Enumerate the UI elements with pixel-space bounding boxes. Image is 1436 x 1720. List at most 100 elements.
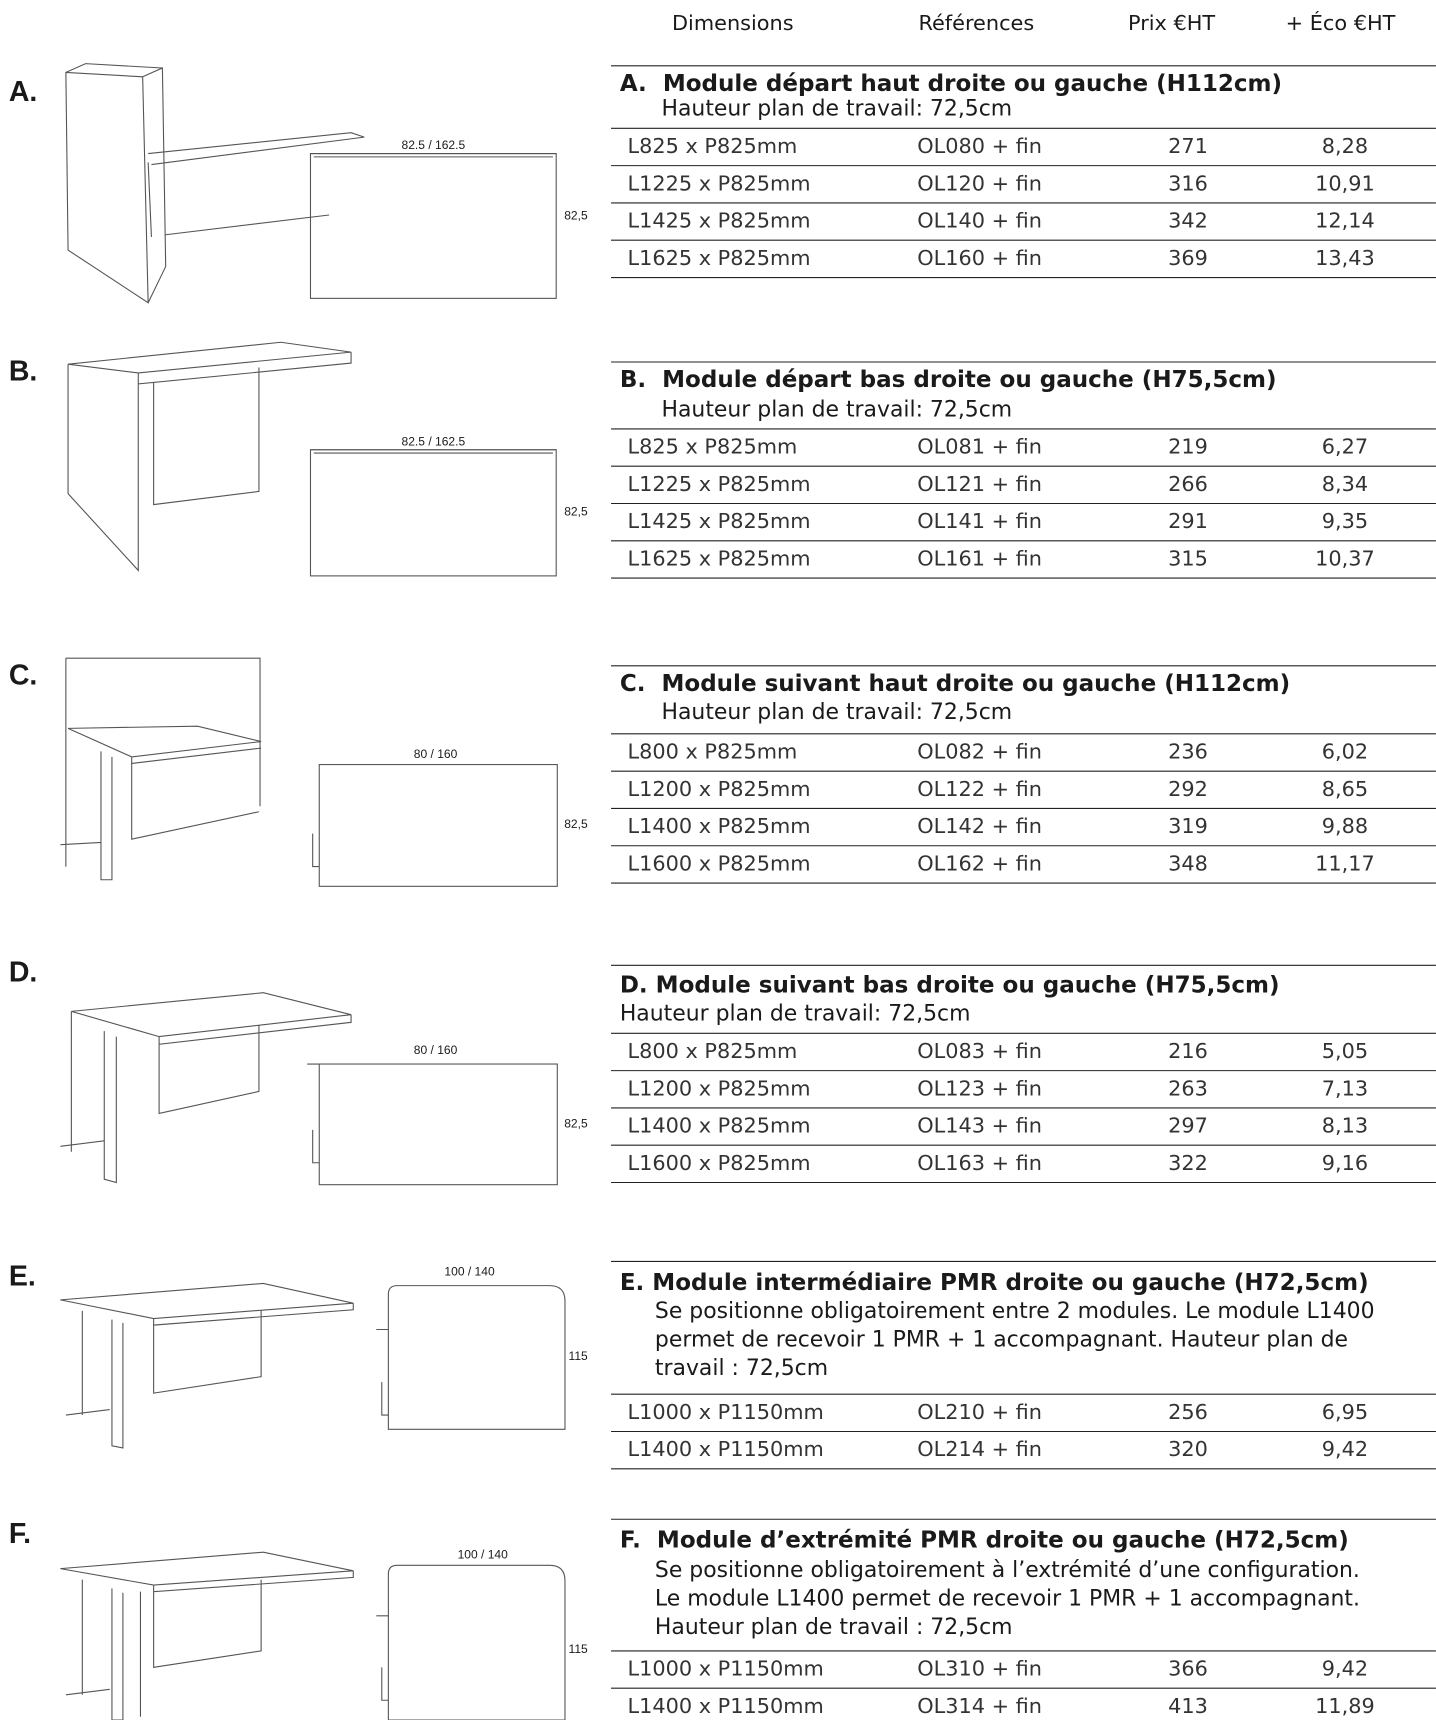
table-cell: L1625 x P825mm [628,246,811,270]
table-cell: 8,65 [1322,777,1368,801]
section-subtitle: Hauteur plan de travail : 72,5cm [655,1615,1013,1640]
table-cell: OL142 + fin [917,814,1042,838]
table-cell: L1400 x P825mm [628,1114,811,1138]
table-cell: 297 [1168,1114,1208,1138]
table-cell: 9,88 [1322,814,1368,838]
section-title: D. Module suivant bas droite ou gauche (… [620,973,1280,999]
table-cell: 9,35 [1322,509,1368,533]
section-letter: C. [9,659,38,691]
table-cell: L825 x P825mm [628,435,798,459]
table-cell: 6,02 [1322,739,1368,763]
table-cell: OL141 + fin [917,509,1042,533]
table-cell: 322 [1168,1151,1208,1175]
table-cell: OL140 + fin [917,209,1042,233]
table-cell: 271 [1168,134,1208,158]
table-cell: 12,14 [1315,209,1375,233]
table-cell: 11,89 [1315,1694,1375,1718]
table-cell: 8,28 [1322,134,1368,158]
table-cell: 236 [1168,739,1208,763]
drawing-sketch [60,1551,389,1720]
table-cell: 11,17 [1315,851,1375,875]
table-cell: OL314 + fin [917,1694,1042,1718]
table-cell: 366 [1168,1657,1208,1681]
width-label: 80 / 160 [414,747,458,761]
section-title: C. Module suivant haut droite ou gauche … [620,671,1290,697]
drawing-plan [318,764,558,887]
table-cell: OL123 + fin [917,1076,1042,1100]
table-cell: 413 [1168,1694,1208,1718]
width-label: 82.5 / 162.5 [402,138,466,152]
table-cell: OL121 + fin [917,472,1042,496]
section-subtitle: Se positionne obligatoirement à l’extrém… [655,1558,1360,1583]
table-cell: 216 [1168,1039,1208,1063]
drawing-plan [309,449,557,577]
width-label: 100 / 140 [444,1265,495,1279]
table-cell: OL160 + fin [917,246,1042,270]
table-cell: L1600 x P825mm [628,851,811,875]
table-cell: 9,42 [1322,1657,1368,1681]
table-cell: 292 [1168,777,1208,801]
table-cell: 9,42 [1322,1437,1368,1461]
drawing-sketch [60,657,320,881]
column-header: Prix €HT [1128,11,1215,35]
table-cell: 316 [1168,171,1208,195]
column-header: + Éco €HT [1286,10,1396,35]
table-cell: OL080 + fin [917,134,1042,158]
width-label: 80 / 160 [414,1043,458,1057]
table-cell: OL161 + fin [917,546,1042,570]
table-cell: 6,27 [1322,435,1368,459]
depth-label: 115 [569,1642,589,1656]
table-cell: L1625 x P825mm [628,546,811,570]
table-cell: L1400 x P825mm [628,814,811,838]
table-cell: L800 x P825mm [628,1039,798,1063]
section-subtitle: Hauteur plan de travail: 72,5cm [662,700,1013,725]
table-cell: 369 [1168,246,1208,270]
drawing-plan [318,1063,558,1186]
table-cell: L825 x P825mm [628,134,798,158]
table-cell: 8,13 [1322,1114,1368,1138]
section-letter: A. [9,76,38,108]
table-cell: 291 [1168,509,1208,533]
section-subtitle: permet de recevoir 1 PMR + 1 accompagnan… [655,1327,1348,1352]
section-letter: B. [9,355,38,387]
section-subtitle: Se positionne obligatoirement entre 2 mo… [655,1299,1375,1324]
depth-label: 82,5 [564,208,588,222]
section-letter: D. [9,957,38,989]
depth-label: 82,5 [564,817,588,831]
table-cell: 266 [1168,472,1208,496]
section-title: A. Module départ haut droite ou gauche (… [620,71,1282,97]
table-cell: 7,13 [1322,1076,1368,1100]
table-cell: L1400 x P1150mm [628,1694,824,1718]
table-cell: OL082 + fin [917,739,1042,763]
table-cell: 219 [1168,435,1208,459]
column-header: Dimensions [672,11,794,35]
table-cell: 342 [1168,209,1208,233]
section-subtitle: Hauteur plan de travail: 72,5cm [662,397,1013,422]
table-cell: 13,43 [1315,246,1375,270]
table-cell: L1200 x P825mm [628,1076,811,1100]
table-cell: 8,34 [1322,472,1368,496]
table-cell: L1425 x P825mm [628,509,811,533]
table-cell: L1225 x P825mm [628,171,811,195]
table-cell: L1000 x P1150mm [628,1400,824,1424]
drawing-sketch [67,341,557,572]
section-subtitle: travail : 72,5cm [655,1356,828,1381]
table-cell: OL120 + fin [917,171,1042,195]
table-cell: OL310 + fin [917,1657,1042,1681]
depth-label: 82,5 [564,504,588,518]
table-cell: OL210 + fin [917,1400,1042,1424]
section-title: E. Module intermédiaire PMR droite ou ga… [620,1270,1369,1296]
table-cell: L1225 x P825mm [628,472,811,496]
width-label: 82.5 / 162.5 [402,434,466,448]
table-cell: OL162 + fin [917,851,1042,875]
drawing-plan [387,1285,566,1430]
table-cell: 5,05 [1322,1039,1368,1063]
table-cell: L1425 x P825mm [628,209,811,233]
table-cell: OL083 + fin [917,1039,1042,1063]
table-cell: 10,91 [1315,171,1375,195]
section-subtitle: Hauteur plan de travail: 72,5cm [620,1002,971,1027]
width-label: 100 / 140 [458,1548,509,1562]
section-letter: F. [9,1518,31,1550]
